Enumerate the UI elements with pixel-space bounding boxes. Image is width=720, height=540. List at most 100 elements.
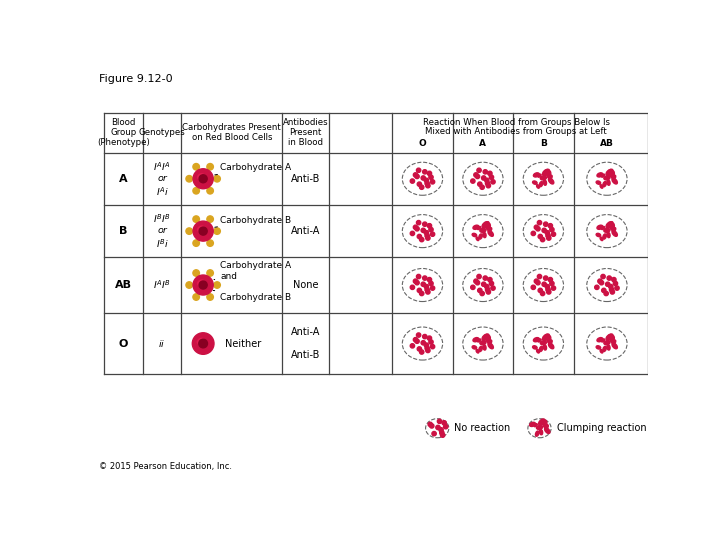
Circle shape — [442, 421, 446, 425]
Circle shape — [595, 285, 599, 289]
Circle shape — [426, 236, 430, 240]
Circle shape — [536, 227, 540, 231]
Ellipse shape — [197, 280, 204, 286]
Ellipse shape — [534, 424, 537, 427]
Circle shape — [207, 270, 213, 276]
Ellipse shape — [600, 185, 603, 188]
Circle shape — [425, 181, 429, 186]
Text: O: O — [119, 339, 128, 348]
Ellipse shape — [608, 170, 613, 173]
Ellipse shape — [608, 221, 613, 225]
Circle shape — [426, 184, 430, 188]
Ellipse shape — [402, 162, 443, 195]
Circle shape — [207, 187, 213, 194]
Ellipse shape — [488, 340, 492, 344]
Circle shape — [421, 282, 426, 286]
Circle shape — [546, 290, 551, 294]
Circle shape — [410, 179, 415, 183]
Ellipse shape — [463, 214, 503, 248]
Circle shape — [416, 333, 420, 337]
Ellipse shape — [539, 346, 543, 352]
Circle shape — [598, 279, 602, 284]
Circle shape — [193, 294, 199, 300]
Text: Genotypes: Genotypes — [139, 128, 186, 137]
Circle shape — [420, 238, 424, 242]
Text: None: None — [293, 280, 318, 290]
Ellipse shape — [197, 226, 204, 232]
Circle shape — [421, 341, 426, 345]
Circle shape — [474, 173, 478, 177]
Circle shape — [485, 287, 490, 292]
Circle shape — [546, 234, 550, 238]
Circle shape — [429, 340, 433, 344]
Ellipse shape — [544, 428, 550, 434]
Text: Anti-B: Anti-B — [291, 174, 320, 184]
Ellipse shape — [523, 162, 564, 195]
Ellipse shape — [544, 180, 546, 185]
Circle shape — [413, 173, 418, 177]
Ellipse shape — [611, 223, 614, 230]
Ellipse shape — [607, 232, 610, 238]
Circle shape — [531, 231, 536, 235]
Ellipse shape — [612, 340, 616, 344]
Ellipse shape — [476, 349, 479, 353]
Circle shape — [429, 227, 433, 232]
Circle shape — [415, 339, 419, 343]
Circle shape — [420, 292, 424, 295]
Circle shape — [186, 176, 192, 182]
Ellipse shape — [601, 226, 605, 230]
Ellipse shape — [485, 334, 489, 338]
Text: Carbohydrate B: Carbohydrate B — [215, 216, 292, 227]
Ellipse shape — [463, 268, 503, 301]
Ellipse shape — [596, 181, 600, 184]
Circle shape — [193, 240, 199, 246]
Circle shape — [431, 232, 435, 237]
Ellipse shape — [486, 335, 490, 342]
Ellipse shape — [536, 185, 539, 188]
Text: Mixed with Antibodies from Groups at Left: Mixed with Antibodies from Groups at Lef… — [426, 126, 607, 136]
Ellipse shape — [607, 345, 610, 350]
Text: Carbohydrate B: Carbohydrate B — [213, 291, 292, 302]
Ellipse shape — [603, 234, 606, 239]
Ellipse shape — [604, 228, 610, 232]
Ellipse shape — [488, 231, 493, 237]
Ellipse shape — [463, 327, 503, 360]
Circle shape — [431, 286, 435, 291]
Text: $I^A I^B$: $I^A I^B$ — [153, 279, 171, 291]
Circle shape — [413, 225, 418, 229]
Text: A: A — [480, 139, 487, 148]
Circle shape — [199, 339, 207, 348]
Ellipse shape — [597, 173, 603, 177]
Ellipse shape — [612, 343, 617, 349]
Circle shape — [214, 282, 220, 288]
Circle shape — [537, 274, 541, 279]
Ellipse shape — [603, 346, 606, 352]
Circle shape — [536, 281, 540, 285]
Circle shape — [480, 292, 485, 295]
Ellipse shape — [604, 341, 610, 345]
Ellipse shape — [473, 225, 479, 229]
Circle shape — [610, 290, 615, 294]
Circle shape — [193, 168, 213, 189]
Ellipse shape — [587, 268, 627, 301]
Text: Carbohydrates Present
on Red Blood Cells: Carbohydrates Present on Red Blood Cells — [182, 123, 282, 142]
Text: B: B — [540, 139, 546, 148]
Ellipse shape — [533, 346, 537, 349]
Ellipse shape — [538, 174, 541, 177]
Circle shape — [475, 281, 480, 285]
Ellipse shape — [601, 174, 605, 177]
Circle shape — [544, 276, 548, 280]
Ellipse shape — [549, 178, 554, 184]
Ellipse shape — [546, 335, 551, 342]
Circle shape — [425, 287, 429, 292]
Circle shape — [542, 282, 546, 286]
Text: AB: AB — [600, 139, 614, 148]
Ellipse shape — [545, 170, 549, 173]
Circle shape — [546, 287, 550, 292]
Circle shape — [416, 220, 420, 225]
Circle shape — [550, 227, 554, 232]
Ellipse shape — [483, 232, 486, 238]
Circle shape — [431, 180, 435, 184]
Circle shape — [487, 171, 492, 176]
Ellipse shape — [539, 419, 545, 426]
